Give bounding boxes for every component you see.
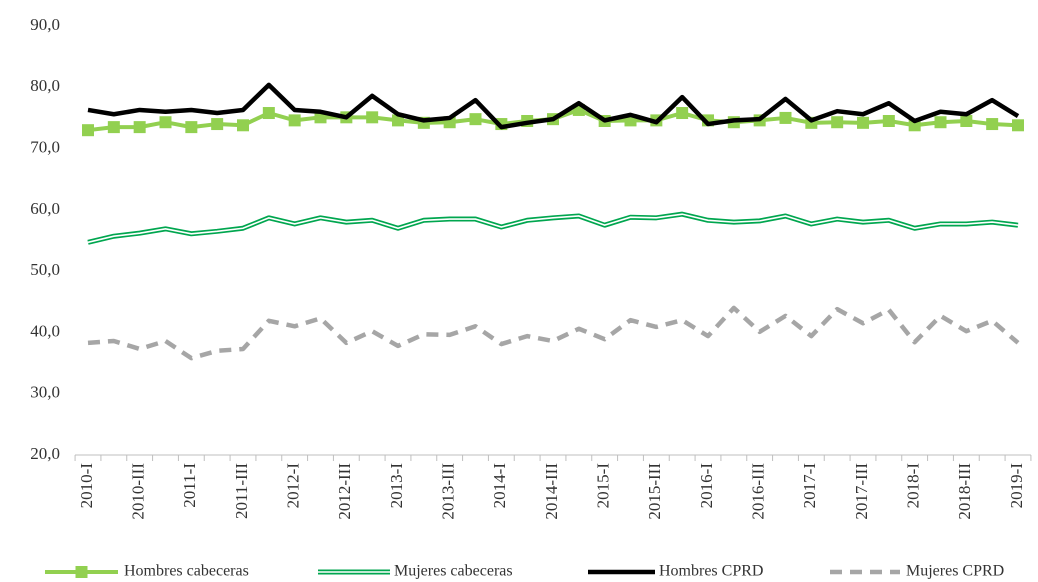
marker [133, 121, 146, 134]
x-tick-label: 2016-I [697, 463, 716, 509]
y-tick-label: 40,0 [30, 321, 60, 340]
marker [107, 121, 120, 134]
marker [392, 114, 404, 127]
marker [185, 121, 198, 134]
marker [443, 116, 456, 129]
y-tick-label: 90,0 [30, 15, 60, 34]
marker [779, 111, 792, 124]
marker [857, 116, 869, 129]
marker [262, 107, 275, 120]
marker [211, 118, 224, 131]
marker [831, 116, 844, 129]
marker [469, 113, 482, 126]
x-tick-label: 2011-I [180, 463, 199, 508]
marker [882, 114, 895, 127]
series-line [87, 82, 1020, 130]
x-tick-label: 2017-I [800, 463, 819, 509]
marker [237, 119, 249, 132]
y-tick-label: 60,0 [30, 199, 60, 218]
x-tick-label: 2014-III [542, 463, 561, 520]
x-tick-label: 2013-I [387, 463, 406, 509]
marker [934, 116, 947, 129]
legend-label: Mujeres cabeceras [394, 563, 513, 580]
y-tick-label: 70,0 [30, 137, 60, 156]
y-tick-label: 30,0 [30, 383, 60, 402]
x-tick-label: 2016-III [749, 463, 768, 520]
x-tick-label: 2015-I [594, 463, 613, 509]
legend-marker [75, 566, 88, 578]
marker [366, 111, 379, 124]
marker [159, 116, 172, 129]
x-tick-label: 2012-I [284, 463, 303, 509]
x-tick-label: 2012-III [335, 463, 354, 520]
x-tick-label: 2018-I [904, 463, 923, 509]
x-tick-label: 2010-I [77, 463, 96, 509]
legend-label: Hombres CPRD [659, 563, 763, 580]
legend-label: Mujeres CPRD [906, 563, 1004, 580]
x-tick-label: 2011-III [232, 463, 251, 519]
x-tick-label: 2018-III [955, 463, 974, 520]
marker [805, 116, 818, 129]
series-line [87, 305, 1020, 361]
x-tick-label: 2013-III [439, 463, 458, 520]
marker [960, 114, 973, 127]
x-tick-label: 2017-III [852, 463, 871, 520]
x-tick-label: 2015-III [645, 463, 664, 520]
y-tick-label: 20,0 [30, 444, 60, 463]
series-line-inner [87, 213, 1019, 244]
x-tick-label: 2019-I [1007, 463, 1026, 509]
x-tick-label: 2014-I [490, 463, 509, 509]
marker [288, 114, 301, 127]
marker [676, 107, 689, 120]
x-tick-label: 2010-III [129, 463, 148, 520]
y-tick-label: 80,0 [30, 76, 60, 95]
marker [986, 118, 999, 131]
legend-label: Hombres cabeceras [124, 563, 249, 580]
y-tick-label: 50,0 [30, 260, 60, 279]
marker [82, 124, 94, 137]
marker [417, 116, 430, 129]
marker [1012, 119, 1024, 132]
